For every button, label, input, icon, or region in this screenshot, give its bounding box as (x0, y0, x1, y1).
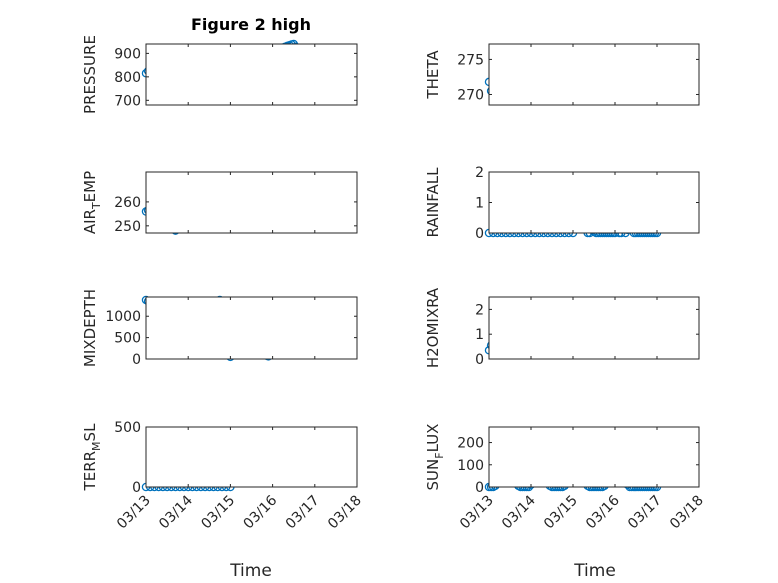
x-tick-label: 03/14 (156, 492, 196, 532)
y-tick-label: 2 (475, 165, 484, 181)
y-tick-label: 800 (114, 70, 141, 86)
y-tick-label: 1000 (105, 309, 141, 325)
x-tick-label: 03/18 (325, 493, 365, 533)
y-tick-label: 1 (475, 196, 484, 212)
y-tick-label: 1 (475, 327, 484, 343)
x-axis-label-left: Time (229, 561, 272, 581)
axes-frame (488, 296, 700, 360)
axes-frame (145, 426, 358, 488)
x-tick-label: 03/14 (499, 492, 539, 532)
subplot-pressure: 700 800 900 PRESSURE (81, 35, 358, 114)
axes-frame (145, 43, 358, 106)
axes-frame (145, 171, 358, 234)
y-axis-label: TERRMSL (81, 423, 103, 492)
x-axis-label-right: Time (573, 561, 616, 581)
y-axis-label: SUNFLUX (424, 424, 446, 491)
y-axis-label: AIRTEMP (81, 171, 103, 234)
subplot-rainfall: 0 1 2 RAINFALL (424, 165, 700, 242)
axes-frame (488, 171, 700, 234)
x-tick-label: 03/18 (667, 493, 707, 533)
y-tick-label: 200 (457, 436, 484, 452)
figure-title: Figure 2 high (191, 15, 311, 34)
y-axis-label: PRESSURE (81, 35, 99, 114)
subplot-air-temp: 250 260 AIRTEMP (81, 171, 358, 235)
y-axis-label: H2OMIXRA (424, 287, 442, 368)
subplot-mixdepth: 0 500 1000 MIXDEPTH (81, 289, 358, 368)
y-tick-label: 900 (114, 46, 141, 62)
y-tick-label: 500 (114, 331, 141, 347)
y-tick-label: 0 (475, 480, 484, 496)
y-tick-label: 0 (475, 226, 484, 242)
y-tick-label: 700 (114, 93, 141, 109)
x-tick-label: 03/13 (114, 493, 154, 533)
subplot-terr-msl: 0 500 TERRMSL 03/13 03/14 03/15 03/16 03/17 03/1… (81, 420, 365, 532)
x-tick-label: 03/16 (241, 492, 281, 532)
y-axis-label: MIXDEPTH (81, 289, 99, 367)
y-axis-label: RAINFALL (424, 167, 442, 238)
x-tick-label: 03/16 (583, 492, 623, 532)
y-tick-label: 500 (114, 420, 141, 436)
y-tick-label: 100 (457, 458, 484, 474)
y-tick-label: 250 (114, 219, 141, 235)
x-tick-label: 03/17 (625, 493, 665, 533)
y-tick-label: 0 (132, 480, 141, 496)
y-tick-label: 275 (457, 52, 484, 68)
axes-frame (145, 296, 358, 360)
x-tick-label: 03/15 (541, 493, 581, 533)
subplot-sun-flux: 0 100 200 SUNFLUX 03/13 03/14 03/15 03/16 03/17 0… (424, 424, 707, 533)
x-tick-label: 03/15 (198, 493, 238, 533)
x-tick-label: 03/13 (457, 493, 497, 533)
y-tick-label: 2 (475, 302, 484, 318)
axes-frame (488, 426, 700, 488)
axes-frame (488, 43, 700, 106)
y-tick-label: 0 (132, 352, 141, 368)
subplot-theta: 270 275 THETA (424, 43, 700, 106)
y-tick-label: 260 (114, 195, 141, 211)
y-tick-label: 0 (475, 352, 484, 368)
x-tick-label: 03/17 (283, 493, 323, 533)
subplot-h2omixra: 0 1 2 H2OMIXRA (424, 287, 700, 368)
y-axis-label: THETA (424, 50, 442, 100)
y-tick-label: 270 (457, 87, 484, 103)
